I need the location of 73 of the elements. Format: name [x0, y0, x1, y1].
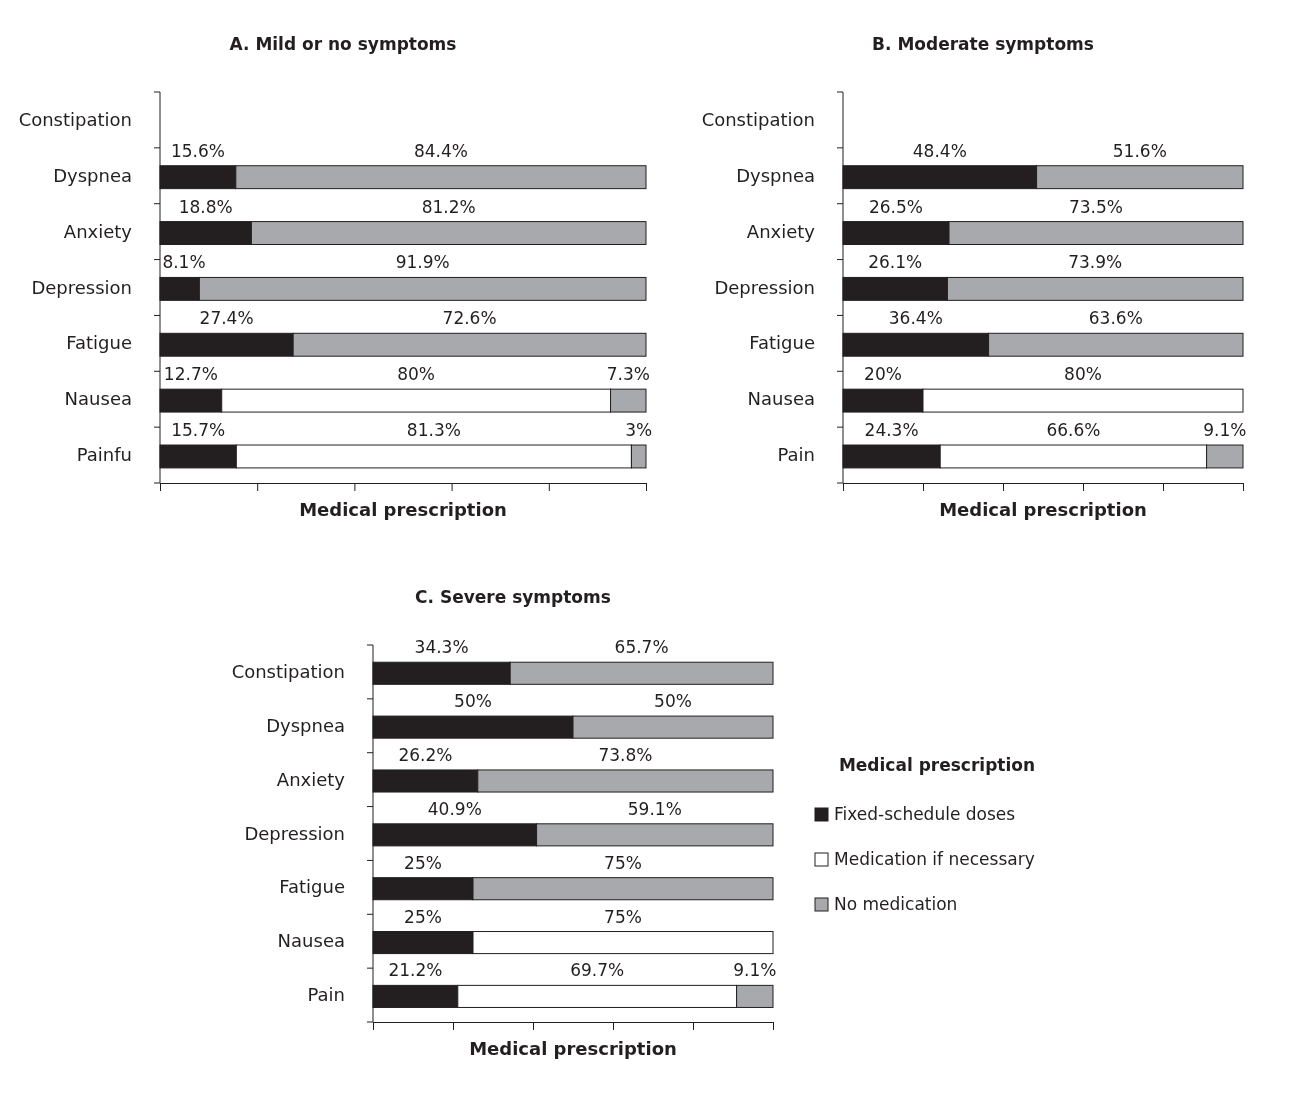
y-tick-label: Pain: [307, 984, 345, 1006]
data-label: 59.1%: [627, 798, 682, 819]
y-tick-label: Constipation: [18, 109, 132, 131]
data-label: 69.7%: [570, 960, 625, 981]
x-axis-title: Medical prescription: [469, 1038, 677, 1059]
data-label: 24.3%: [864, 420, 919, 441]
y-tick-label: Anxiety: [746, 220, 816, 242]
data-label: 72.6%: [442, 308, 497, 329]
y-tick-label: Depression: [31, 276, 132, 298]
data-label: 25%: [404, 906, 442, 927]
y-tick-label: Dyspnea: [53, 164, 132, 186]
data-label: 75%: [604, 852, 642, 873]
y-tick-label: Constipation: [701, 109, 815, 131]
data-label: 81.3%: [406, 420, 461, 441]
y-tick-label: Fatigue: [279, 876, 345, 898]
legend-label: Medication if necessary: [834, 849, 1035, 869]
data-label: 66.6%: [1046, 420, 1101, 441]
data-label: 81.2%: [421, 196, 476, 217]
data-label: 21.2%: [388, 960, 443, 981]
data-label: 65.7%: [614, 637, 669, 658]
data-label: 73.5%: [1068, 196, 1124, 217]
y-tick-label: Anxiety: [63, 220, 133, 242]
data-label: 26.5%: [868, 196, 924, 217]
data-label: 50%: [454, 691, 492, 712]
data-label: 80%: [1064, 364, 1102, 385]
data-label: 36.4%: [888, 308, 943, 329]
legend-label: No medication: [834, 894, 958, 914]
data-label: 91.9%: [395, 252, 450, 273]
y-tick-label: Nausea: [747, 388, 815, 410]
data-label: 75%: [604, 906, 642, 927]
data-label: 20%: [864, 364, 902, 385]
data-label: 84.4%: [413, 140, 468, 161]
y-tick-label: Depression: [244, 822, 345, 844]
y-tick-label: Painfu: [76, 444, 132, 466]
data-label: 50%: [654, 691, 692, 712]
chart-title: C. Severe symptoms: [415, 587, 611, 607]
data-label: 8.1%: [162, 252, 206, 273]
y-tick-label: Anxiety: [276, 768, 346, 790]
data-label: 7.3%: [606, 364, 650, 385]
data-label: 34.3%: [414, 637, 469, 658]
y-tick-label: Fatigue: [749, 332, 815, 354]
data-label: 27.4%: [199, 308, 254, 329]
y-tick-label: Dyspnea: [266, 714, 345, 736]
y-tick-label: Fatigue: [66, 332, 132, 354]
y-tick-label: Constipation: [231, 661, 345, 683]
y-tick-label: Nausea: [277, 930, 345, 952]
data-label: 25%: [404, 852, 442, 873]
data-label: 73.9%: [1068, 252, 1123, 273]
data-label: 51.6%: [1112, 140, 1167, 161]
y-tick-label: Pain: [777, 444, 815, 466]
x-axis-title: Medical prescription: [299, 499, 507, 520]
x-axis-title: Medical prescription: [939, 499, 1147, 520]
chart-title: B. Moderate symptoms: [872, 34, 1094, 54]
y-tick-label: Dyspnea: [736, 164, 815, 186]
data-label: 12.7%: [163, 364, 218, 385]
data-label: 3%: [625, 420, 653, 441]
data-label: 9.1%: [733, 960, 777, 981]
data-label: 63.6%: [1088, 308, 1143, 329]
data-label: 15.6%: [170, 140, 225, 161]
data-label: 9.1%: [1203, 420, 1247, 441]
data-label: 26.2%: [398, 744, 453, 765]
legend-label: Fixed-schedule doses: [834, 804, 1016, 824]
y-tick-label: Nausea: [64, 388, 132, 410]
chart-title: A. Mild or no symptoms: [229, 34, 457, 54]
data-label: 80%: [397, 364, 436, 385]
legend-title: Medical prescription: [838, 755, 1036, 775]
data-label: 26.1%: [868, 252, 923, 273]
data-label: 18.8%: [178, 196, 233, 217]
data-label: 15.7%: [171, 420, 226, 441]
data-label: 40.9%: [427, 798, 482, 819]
data-label: 73.8%: [598, 744, 653, 765]
data-label: 48.4%: [912, 140, 967, 161]
y-tick-label: Depression: [714, 276, 815, 298]
